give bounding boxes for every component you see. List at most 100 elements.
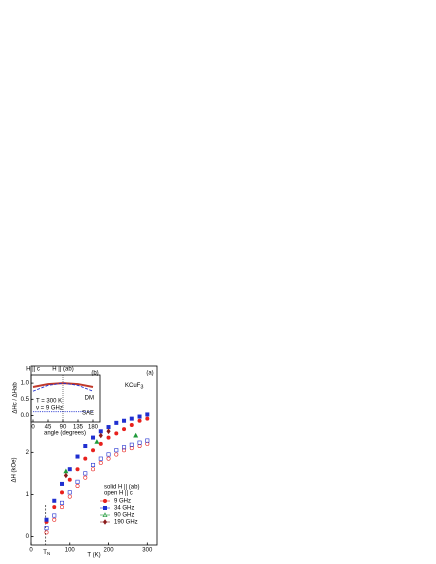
data-point [52, 513, 57, 518]
data-point [129, 422, 134, 427]
data-point [44, 530, 49, 535]
data-point [94, 439, 100, 444]
data-point [145, 412, 150, 417]
x-axis-label: angle (degrees) [44, 431, 86, 437]
panel-label: (b) [91, 371, 98, 377]
plot-frame [30, 365, 158, 546]
legend-label: 190 GHz [114, 520, 138, 526]
data-point [122, 418, 127, 423]
data-point [137, 414, 142, 419]
legend-label: 34 GHz [114, 506, 134, 512]
x-tick-label: 300 [142, 548, 153, 554]
compound-label: KCuF3 [125, 383, 143, 391]
data-point [106, 456, 111, 461]
data-point [91, 448, 96, 453]
data-point [67, 477, 72, 482]
tn-label: TN [43, 550, 50, 557]
y-tick-label: 0 [26, 534, 30, 540]
data-point [122, 445, 127, 450]
data-point [44, 517, 49, 522]
x-tick-label: 100 [65, 548, 76, 554]
data-point [122, 427, 127, 432]
inset-curve [32, 382, 94, 388]
data-point [129, 446, 134, 451]
data-point [133, 432, 139, 438]
data-point [114, 420, 119, 425]
x-tick-label: 135 [73, 425, 84, 431]
top-label: H || (ab) [52, 367, 73, 373]
x-tick-label: 180 [88, 425, 99, 431]
data-point [60, 505, 65, 510]
y-tick-label: 0.5 [21, 397, 30, 403]
x-tick-label: 45 [45, 425, 52, 431]
legend-marker [102, 512, 108, 518]
inset-curve [32, 382, 94, 392]
data-point [75, 479, 80, 484]
data-point [106, 428, 111, 435]
legend-title: open H || c [104, 491, 133, 497]
curve-label: SAE [82, 411, 94, 417]
data-point [63, 472, 68, 479]
data-point [83, 471, 88, 476]
data-point [67, 494, 72, 499]
compound-main: KCuF [125, 383, 141, 389]
data-point [106, 435, 111, 440]
data-point [75, 484, 80, 489]
x-tick-label: 0 [31, 425, 35, 431]
data-point [122, 448, 127, 453]
data-point [83, 456, 88, 461]
data-point [63, 468, 69, 474]
data-point [145, 416, 150, 421]
data-point [106, 425, 111, 430]
x-tick-label: 0 [29, 548, 33, 554]
legend-marker [103, 498, 108, 503]
note: ν = 9 GHz [36, 406, 63, 412]
data-point [98, 441, 103, 446]
data-point [83, 475, 88, 480]
compound-sub: 3 [140, 385, 143, 391]
data-point [137, 440, 142, 445]
data-point [129, 416, 134, 421]
data-point [114, 448, 119, 453]
y-tick-label: 0.0 [21, 413, 30, 419]
data-point [75, 454, 80, 459]
top-label: H || c [26, 367, 40, 373]
legend-marker [102, 519, 108, 525]
data-point [98, 460, 103, 465]
x-tick-label: 200 [104, 548, 115, 554]
data-point [52, 517, 57, 522]
data-point [114, 452, 119, 457]
data-point [83, 444, 88, 449]
data-point [91, 467, 96, 472]
data-point [98, 456, 103, 461]
data-point [145, 438, 150, 443]
data-point [52, 505, 57, 510]
legend-title: solid H || (ab) [104, 485, 139, 491]
data-point [75, 467, 80, 472]
x-tick-label: 90 [60, 425, 67, 431]
data-point [60, 500, 65, 505]
legend-label: 90 GHz [114, 513, 134, 519]
data-point [91, 435, 96, 440]
data-point [145, 441, 150, 446]
data-point [137, 418, 142, 423]
y-tick-label: 1.0 [21, 381, 30, 387]
legend-marker [103, 505, 108, 510]
data-point [67, 467, 72, 472]
note: T = 300 K [36, 399, 62, 405]
data-point [44, 526, 49, 531]
data-point [60, 481, 65, 486]
tn-sub: N [47, 551, 50, 556]
data-point [60, 490, 65, 495]
data-point [98, 429, 103, 434]
data-point [129, 442, 134, 447]
data-point [67, 490, 72, 495]
x-axis-label: T (K) [87, 553, 100, 559]
plot-frame [30, 374, 101, 423]
curve-label: DM [85, 396, 94, 402]
panel-label: (a) [146, 371, 153, 377]
data-point [114, 431, 119, 436]
legend-label: 9 GHz [114, 499, 131, 505]
y-tick-label: 1 [26, 492, 30, 498]
